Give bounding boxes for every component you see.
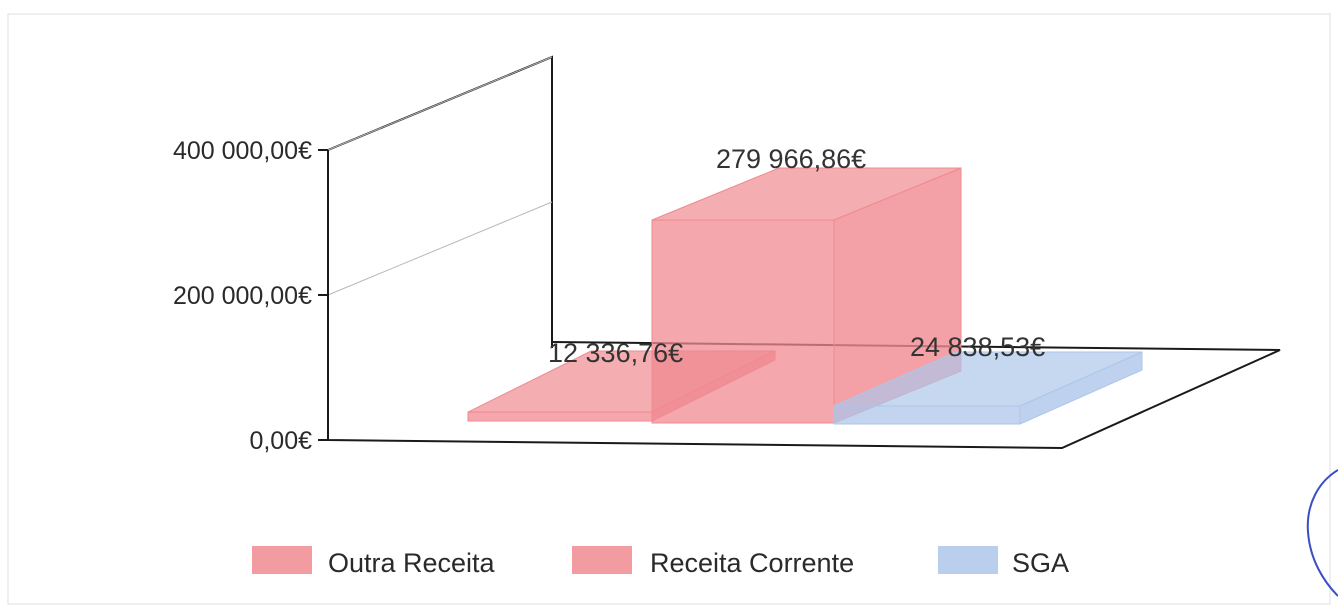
legend-label: Receita Corrente bbox=[650, 548, 854, 578]
y-tick-label: 200 000,00€ bbox=[173, 282, 312, 310]
chart-bars bbox=[467, 167, 1143, 425]
legend-label: Outra Receita bbox=[328, 548, 496, 578]
gridline bbox=[327, 201, 553, 296]
bar-front bbox=[651, 219, 835, 424]
data-label: 12 336,76€ bbox=[548, 338, 683, 368]
gridline bbox=[327, 56, 553, 151]
legend-swatch bbox=[938, 546, 998, 574]
data-label: 24 838,53€ bbox=[910, 332, 1045, 362]
y-tick-label: 0,00€ bbox=[249, 427, 312, 455]
stamp-mark bbox=[1306, 469, 1338, 597]
bar-receita-corrente bbox=[651, 167, 962, 424]
chart-gridlines bbox=[327, 56, 553, 296]
chart-floor bbox=[327, 150, 1281, 450]
y-axis-ticks: 0,00€ 200 000,00€ 400 000,00€ bbox=[173, 137, 328, 455]
bar-sga bbox=[833, 351, 1143, 425]
legend-swatch bbox=[252, 546, 312, 574]
legend: Outra Receita Receita Corrente SGA bbox=[252, 546, 1069, 578]
data-labels: 12 336,76€ 279 966,86€ 24 838,53€ bbox=[548, 144, 1045, 368]
data-label: 279 966,86€ bbox=[716, 144, 866, 174]
legend-label: SGA bbox=[1012, 548, 1069, 578]
bar-front bbox=[467, 411, 653, 422]
bar-front bbox=[833, 405, 1021, 425]
legend-swatch bbox=[572, 546, 632, 574]
y-tick-label: 400 000,00€ bbox=[173, 137, 312, 165]
